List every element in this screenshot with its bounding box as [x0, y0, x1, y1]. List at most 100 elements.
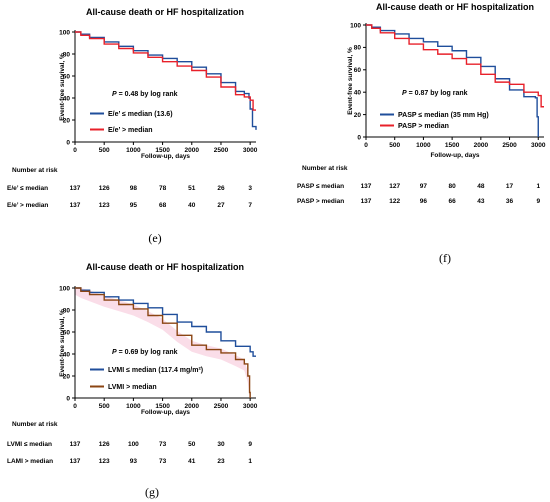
risk-value: 3 — [248, 185, 252, 192]
x-tick-label: 0 — [73, 147, 77, 154]
risk-row-label: E/e’ ≤ median — [7, 185, 48, 192]
risk-value: 98 — [130, 185, 138, 192]
y-tick-label: 40 — [63, 95, 71, 102]
y-tick-label: 100 — [59, 285, 70, 292]
panel-letter: (f) — [439, 251, 451, 265]
x-tick-label: 3000 — [531, 142, 546, 149]
y-tick-label: 60 — [63, 329, 71, 336]
chart-title: All-cause death or HF hospitalization — [376, 2, 534, 12]
shaded-band — [75, 288, 251, 398]
risk-value: 100 — [128, 441, 139, 448]
x-axis-label: Follow-up, days — [430, 152, 479, 159]
y-tick-label: 80 — [63, 307, 71, 314]
risk-row-label: PASP ≤ median — [297, 183, 344, 190]
series-line-2 — [75, 287, 251, 398]
y-tick-label: 0 — [357, 134, 361, 141]
y-tick-label: 20 — [63, 373, 71, 380]
chart-title: All-cause death or HF hospitalization — [86, 7, 244, 17]
series-line-2 — [366, 24, 544, 108]
risk-value: 43 — [477, 198, 485, 205]
risk-value: 9 — [248, 441, 252, 448]
chart-title: All-cause death or HF hospitalization — [86, 262, 244, 272]
risk-row-label: LAMI > median — [7, 458, 53, 465]
legend-label-1: PASP ≤ median (35 mm Hg) — [398, 112, 489, 119]
panel-letter: (g) — [145, 485, 159, 499]
risk-value: 48 — [477, 183, 485, 190]
risk-value: 80 — [449, 183, 457, 190]
series-line-1 — [75, 287, 256, 357]
risk-value: 7 — [248, 202, 252, 209]
y-tick-label: 100 — [59, 29, 70, 36]
risk-row-label: PASP > median — [297, 198, 344, 205]
risk-value: 51 — [188, 185, 196, 192]
x-tick-label: 1500 — [155, 147, 170, 154]
y-tick-label: 80 — [354, 45, 362, 52]
y-axis-label: Event-free survival, % — [59, 309, 66, 377]
series-line-1 — [366, 24, 539, 137]
y-tick-label: 20 — [63, 117, 71, 124]
p-text: = 0.48 by log rank — [117, 91, 178, 98]
series-line-2 — [75, 31, 256, 111]
risk-value: 66 — [449, 198, 457, 205]
risk-value: 137 — [361, 198, 372, 205]
y-tick-label: 60 — [354, 67, 362, 74]
x-tick-label: 2000 — [474, 142, 489, 149]
risk-table-header: Number at risk — [12, 421, 58, 428]
x-tick-label: 0 — [364, 142, 368, 149]
risk-value: 137 — [70, 185, 81, 192]
y-tick-label: 80 — [63, 51, 71, 58]
risk-value: 73 — [159, 458, 167, 465]
p-text: = 0.87 by log rank — [407, 90, 468, 97]
x-tick-label: 1500 — [445, 142, 460, 149]
risk-value: 50 — [188, 441, 196, 448]
risk-value: 96 — [420, 198, 428, 205]
risk-value: 95 — [130, 202, 138, 209]
x-tick-label: 2500 — [214, 147, 229, 154]
y-tick-label: 40 — [354, 90, 362, 97]
legend-label-1: E/e’ ≤ median (13.6) — [108, 111, 173, 118]
risk-value: 36 — [506, 198, 514, 205]
p-symbol: P — [112, 349, 117, 356]
risk-value: 126 — [99, 441, 110, 448]
risk-value: 40 — [188, 202, 196, 209]
y-axis-label: Event-free survival, % — [59, 53, 66, 121]
risk-value: 137 — [361, 183, 372, 190]
legend-label-1: LVMI ≤ median (117.4 mg/m²) — [108, 367, 203, 374]
x-tick-label: 1000 — [126, 147, 141, 154]
risk-value: 26 — [217, 185, 225, 192]
x-axis-label: Follow-up, days — [141, 409, 190, 416]
p-text: = 0.69 by log rank — [117, 349, 178, 356]
x-tick-label: 500 — [99, 147, 110, 154]
chart-panel-3: All-cause death or HF hospitalization 0 20… — [7, 262, 258, 499]
legend-label-2: PASP > median — [398, 123, 449, 130]
panel-letter: (e) — [148, 231, 161, 245]
risk-row-label: LVMI ≤ median — [7, 441, 52, 448]
p-value-annotation: P = 0.69 by log rank — [112, 349, 178, 356]
y-tick-label: 0 — [66, 395, 70, 402]
x-tick-label: 1000 — [126, 403, 141, 410]
risk-value: 122 — [389, 198, 400, 205]
risk-value: 127 — [389, 183, 400, 190]
risk-value: 97 — [420, 183, 428, 190]
x-tick-label: 2000 — [185, 147, 200, 154]
y-tick-label: 100 — [350, 22, 361, 29]
risk-value: 78 — [159, 185, 167, 192]
p-symbol: P — [112, 91, 117, 98]
legend-label-2: E/e’ > median — [108, 127, 153, 134]
risk-value: 9 — [536, 198, 540, 205]
risk-value: 123 — [99, 202, 110, 209]
risk-value: 1 — [536, 183, 540, 190]
x-tick-label: 500 — [99, 403, 110, 410]
p-value-annotation: P = 0.87 by log rank — [402, 90, 468, 97]
y-tick-label: 20 — [354, 112, 362, 119]
x-tick-label: 1000 — [416, 142, 431, 149]
risk-value: 126 — [99, 185, 110, 192]
x-tick-label: 3000 — [243, 147, 258, 154]
p-value-annotation: P = 0.48 by log rank — [112, 91, 178, 98]
p-symbol: P — [402, 90, 407, 97]
risk-value: 17 — [506, 183, 514, 190]
risk-value: 41 — [188, 458, 196, 465]
risk-value: 73 — [159, 441, 167, 448]
y-tick-label: 40 — [63, 351, 71, 358]
risk-value: 137 — [70, 202, 81, 209]
